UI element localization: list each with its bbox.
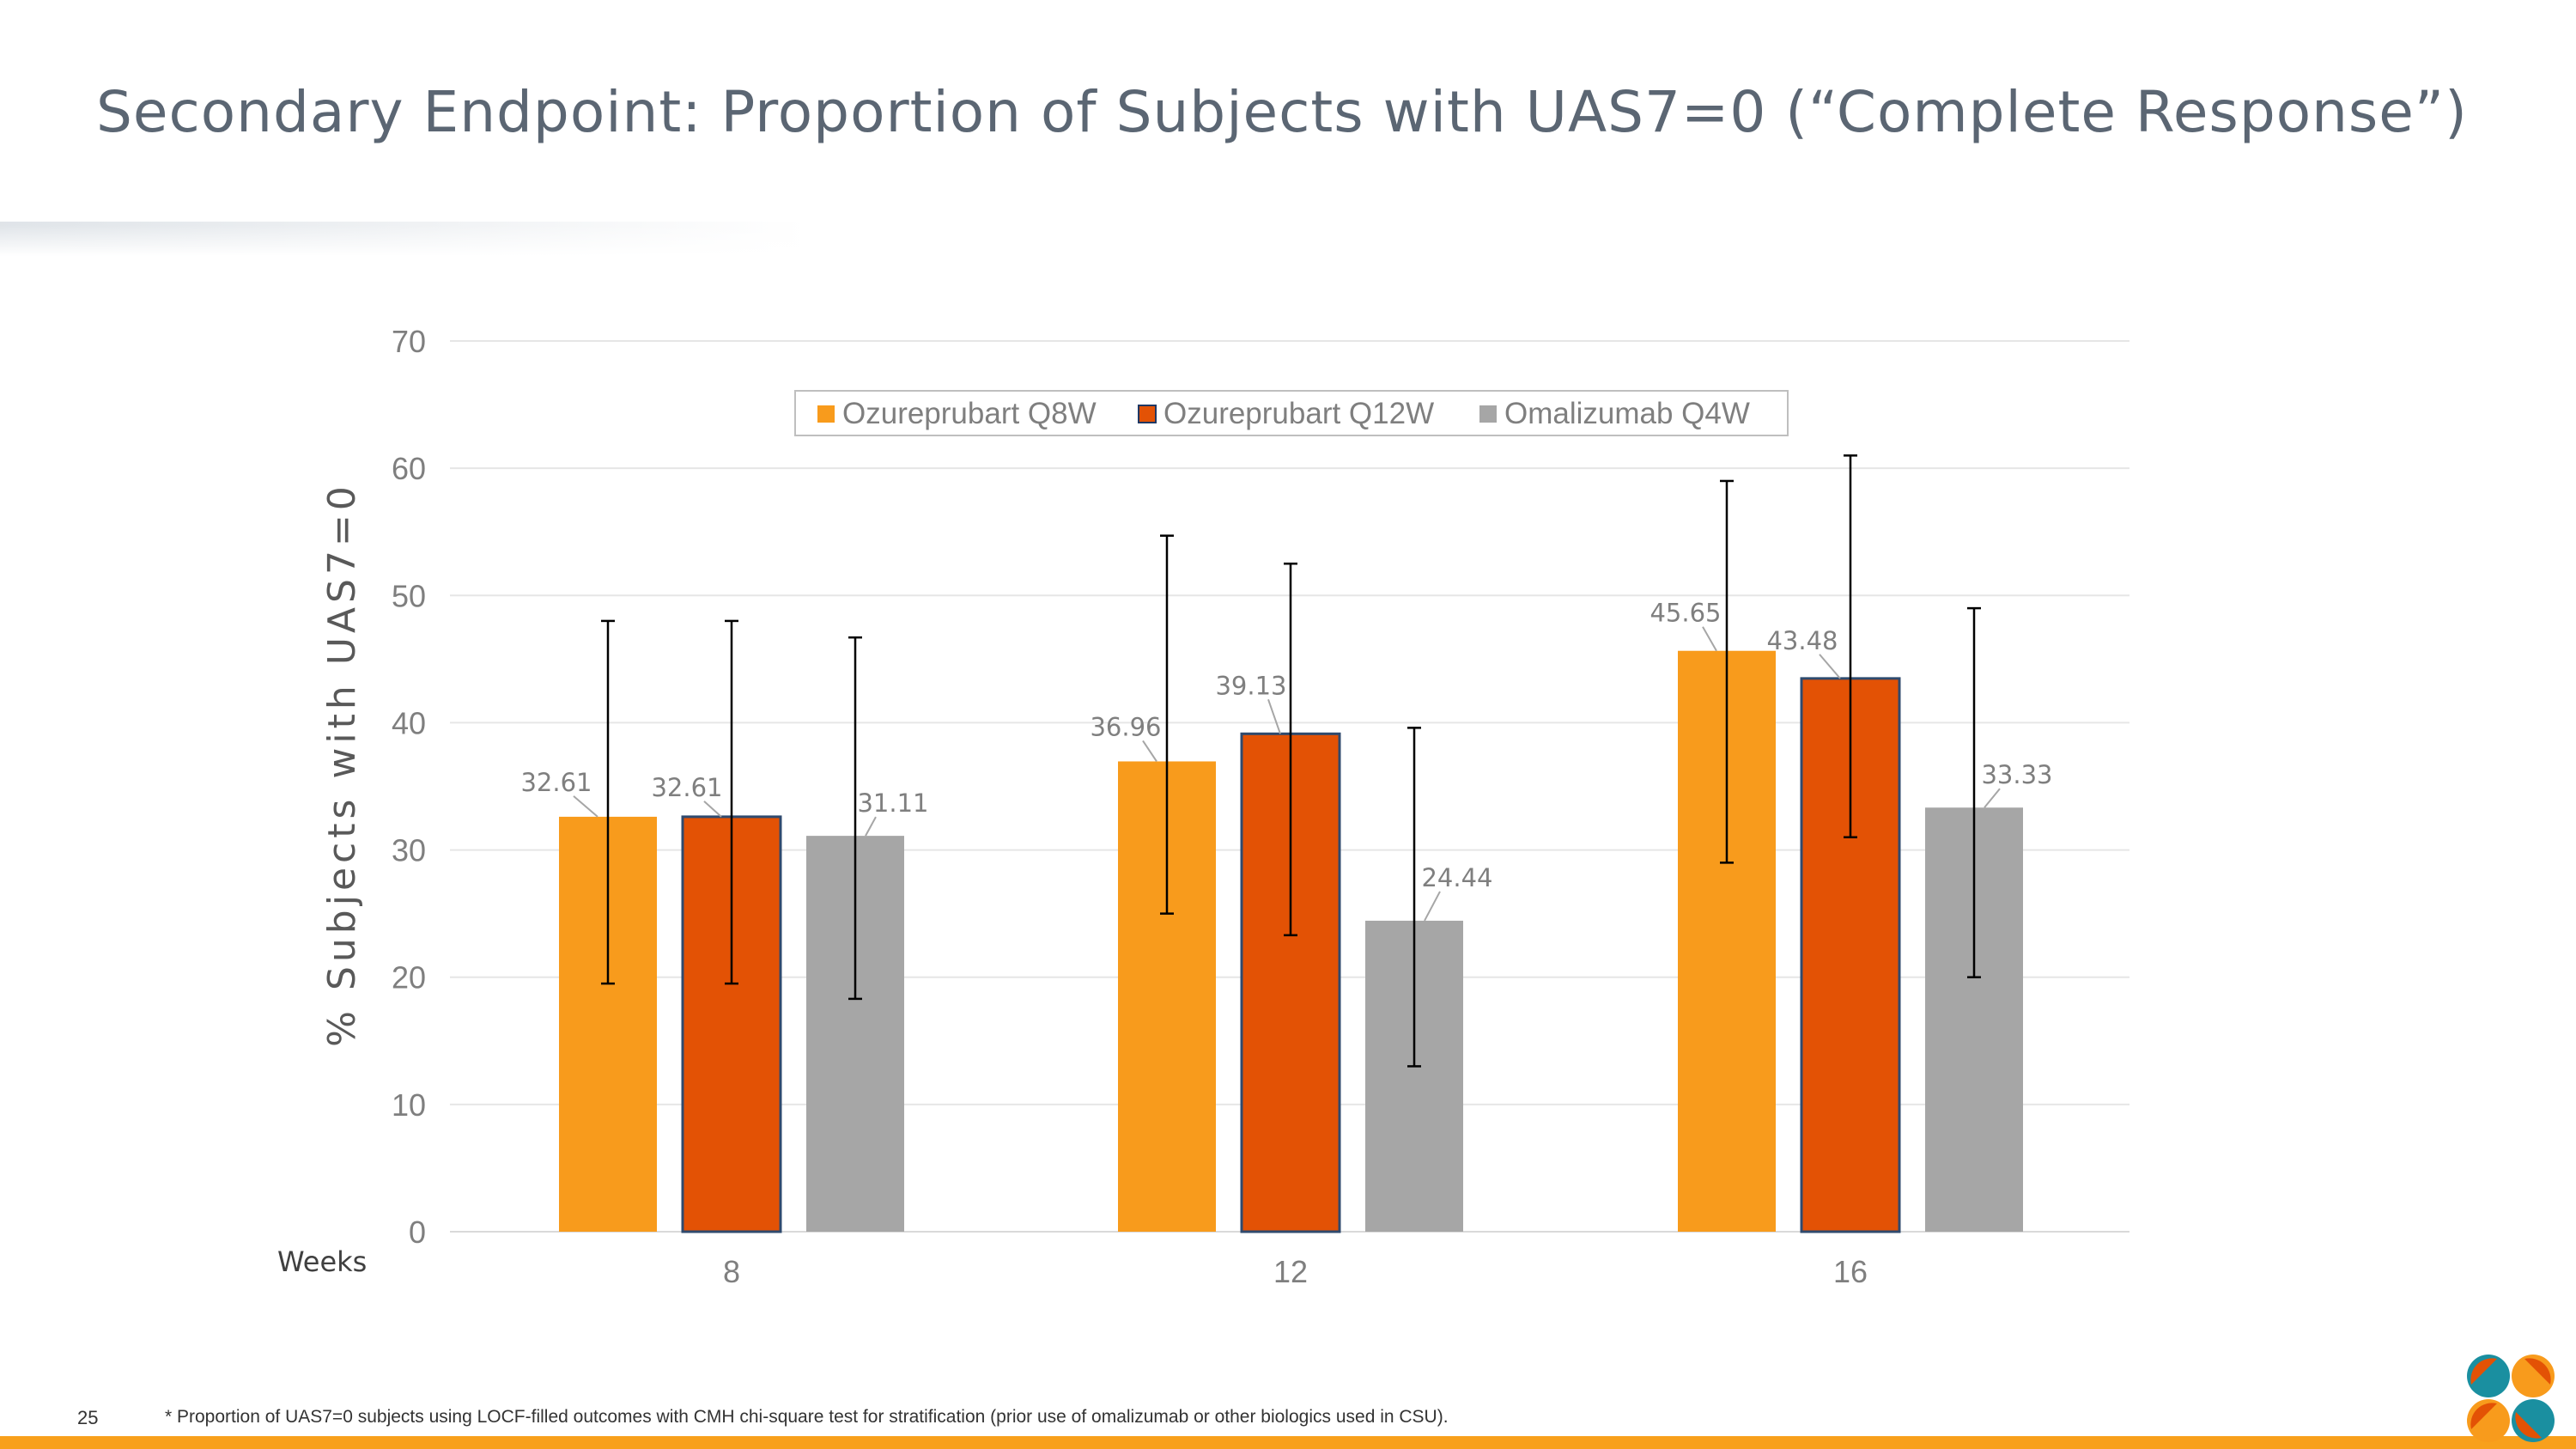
bar-layer	[559, 650, 2023, 1233]
error-bar-layer	[601, 454, 1981, 1068]
data-label: 33.33	[1981, 760, 2052, 789]
bar	[1800, 677, 1901, 1233]
x-tick-label: 16	[1833, 1254, 1868, 1289]
data-label-leader	[1984, 788, 2001, 808]
data-label-leader	[1142, 740, 1157, 763]
x-axis-title: Weeks	[277, 1245, 367, 1278]
data-label: 24.44	[1421, 863, 1492, 892]
title-underline-fade	[0, 225, 807, 256]
logo-leaf-bl	[2470, 1403, 2497, 1429]
axis-layer: 0 10 20 30 40 50 60 70 8 12 16	[392, 324, 1868, 1289]
data-label: 32.61	[520, 768, 592, 797]
data-label-layer: 32.61 36.96 45.65 32.61 39.13 43.48 31.11 24.44…	[520, 599, 2053, 922]
data-label: 31.11	[857, 788, 928, 818]
y-tick-label: 0	[409, 1215, 426, 1250]
x-tick-label: 12	[1273, 1254, 1308, 1289]
page-number: 25	[77, 1407, 99, 1428]
y-tick-label: 10	[392, 1087, 426, 1123]
y-tick-label: 60	[392, 451, 426, 486]
y-tick-label: 70	[392, 324, 426, 359]
data-label: 43.48	[1766, 626, 1838, 655]
legend-swatch-oma	[1479, 405, 1497, 423]
legend-label-q8w: Ozureprubart Q8W	[842, 397, 1097, 430]
logo-leaf-tl	[2470, 1358, 2497, 1385]
data-label-leader	[1819, 654, 1841, 679]
y-axis-title: % Subjects with UAS7=0	[320, 482, 364, 1047]
footer-accent-bar	[0, 1436, 2576, 1449]
page-title: Secondary Endpoint: Proportion of Subjec…	[96, 79, 2468, 145]
y-tick-label: 50	[392, 578, 426, 613]
legend-label-q12w: Ozureprubart Q12W	[1163, 397, 1434, 430]
y-tick-label: 30	[392, 833, 426, 868]
y-tick-label: 20	[392, 960, 426, 995]
company-logo	[2467, 1355, 2555, 1442]
data-label: 39.13	[1215, 671, 1286, 700]
legend-label-oma: Omalizumab Q4W	[1504, 397, 1750, 430]
legend-box	[794, 390, 1789, 436]
chart-legend: Ozureprubart Q8W Ozureprubart Q12W Omali…	[794, 390, 1789, 436]
logo-leaf-tr	[2524, 1358, 2551, 1385]
data-label: 36.96	[1090, 712, 1161, 741]
data-label-leader	[1424, 891, 1441, 922]
footnote: * Proportion of UAS7=0 subjects using LO…	[165, 1407, 1449, 1427]
legend-swatch-q12w	[1138, 405, 1157, 423]
data-label-leader	[1267, 698, 1281, 734]
data-label: 32.61	[651, 773, 722, 802]
logo-leaf-br	[2515, 1412, 2542, 1439]
data-label-leader	[703, 801, 722, 818]
data-label-leader	[573, 795, 598, 818]
legend-swatch-q8w	[817, 405, 835, 423]
x-tick-label: 8	[723, 1254, 740, 1289]
data-label: 45.65	[1649, 599, 1721, 628]
data-label-leader	[865, 816, 877, 837]
data-label-leader	[1702, 626, 1717, 652]
y-tick-label: 40	[392, 705, 426, 740]
